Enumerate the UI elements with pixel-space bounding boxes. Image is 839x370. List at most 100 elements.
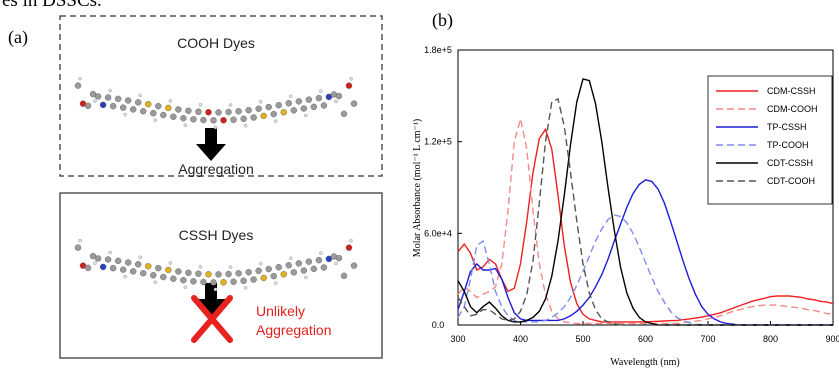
atom [306, 97, 312, 103]
atom [195, 109, 201, 115]
panel-label: (a) [8, 27, 28, 48]
atom [139, 256, 142, 259]
atom [246, 107, 252, 113]
x-tick-label: 900 [825, 334, 839, 344]
atom [229, 265, 232, 268]
atom [100, 264, 106, 270]
box-title: COOH Dyes [177, 35, 255, 51]
atom [256, 106, 262, 112]
atom [139, 94, 142, 97]
y-tick-label: 6.0e+4 [424, 228, 452, 238]
atom [336, 93, 342, 99]
atom [190, 278, 196, 284]
atom [286, 100, 292, 106]
atom [150, 272, 156, 278]
atom [93, 99, 96, 102]
atom [296, 260, 302, 266]
atom [271, 111, 277, 117]
molecules [75, 77, 357, 291]
atom [289, 257, 292, 260]
atom [221, 279, 227, 285]
atom [259, 262, 262, 265]
atom [85, 265, 91, 271]
series-line [458, 215, 833, 325]
atom [216, 271, 222, 277]
atom [120, 267, 126, 273]
atom [170, 114, 176, 120]
atom [341, 111, 347, 117]
atom [135, 261, 141, 267]
atom [115, 96, 121, 102]
atom [271, 273, 277, 279]
atom [210, 279, 216, 285]
atom [266, 104, 272, 110]
atom [274, 120, 277, 123]
atom [205, 271, 211, 277]
atom [261, 113, 267, 119]
atom [95, 255, 101, 261]
atom [336, 255, 342, 261]
box-title: CSSH Dyes [179, 227, 254, 243]
atom [301, 268, 307, 274]
atom [319, 90, 322, 93]
atom [266, 266, 272, 272]
atom [78, 77, 81, 80]
atom [150, 110, 156, 116]
atom [120, 105, 126, 111]
atom [281, 271, 287, 277]
atom [274, 282, 277, 285]
atom [229, 103, 232, 106]
atom [160, 112, 166, 118]
atom [145, 101, 151, 107]
atom [304, 114, 307, 117]
box-caption: Unlikely [256, 303, 305, 319]
atom [140, 108, 146, 114]
atom [236, 270, 242, 276]
atom [105, 256, 111, 262]
legend-label: TP-COOH [767, 140, 809, 150]
atom [214, 288, 217, 291]
atom [154, 281, 157, 284]
legend-label: CDT-COOH [767, 176, 815, 186]
atom [276, 102, 282, 108]
y-tick-label: 1.2e+5 [424, 137, 452, 147]
atom [124, 113, 127, 116]
atom [349, 77, 352, 80]
atom [251, 115, 257, 121]
atom [199, 265, 202, 268]
box-caption: Aggregation [256, 322, 332, 338]
panel-label: (b) [432, 10, 453, 31]
atom [180, 115, 186, 121]
atom [304, 276, 307, 279]
atom [125, 260, 131, 266]
atom [200, 117, 206, 123]
atom [210, 117, 216, 123]
atom [286, 262, 292, 268]
atom [214, 126, 217, 129]
atom [85, 103, 91, 109]
x-tick-label: 400 [513, 334, 528, 344]
atom [155, 103, 161, 109]
atom [199, 103, 202, 106]
atom [301, 106, 307, 112]
atom [306, 259, 312, 265]
atom [109, 251, 112, 254]
atom [160, 274, 166, 280]
atom [169, 99, 172, 102]
atom [185, 108, 191, 114]
atom [311, 104, 317, 110]
y-axis-label: Molar Absorbance (mol⁻¹ L cm⁻¹) [412, 119, 423, 257]
atom [351, 263, 357, 269]
atom [261, 275, 267, 281]
atom [321, 264, 327, 270]
legend-label: TP-CSSH [767, 122, 807, 132]
atom [165, 267, 171, 273]
x-axis-label: Wavelength (nm) [610, 357, 679, 368]
atom [205, 109, 211, 115]
figure: es in DSSCs. (a) (b) COOH Dyes CSSH Dyes… [0, 0, 839, 370]
atom [145, 263, 151, 269]
atom [321, 102, 327, 108]
atom [105, 94, 111, 100]
atom [341, 273, 347, 279]
atom [226, 271, 232, 277]
